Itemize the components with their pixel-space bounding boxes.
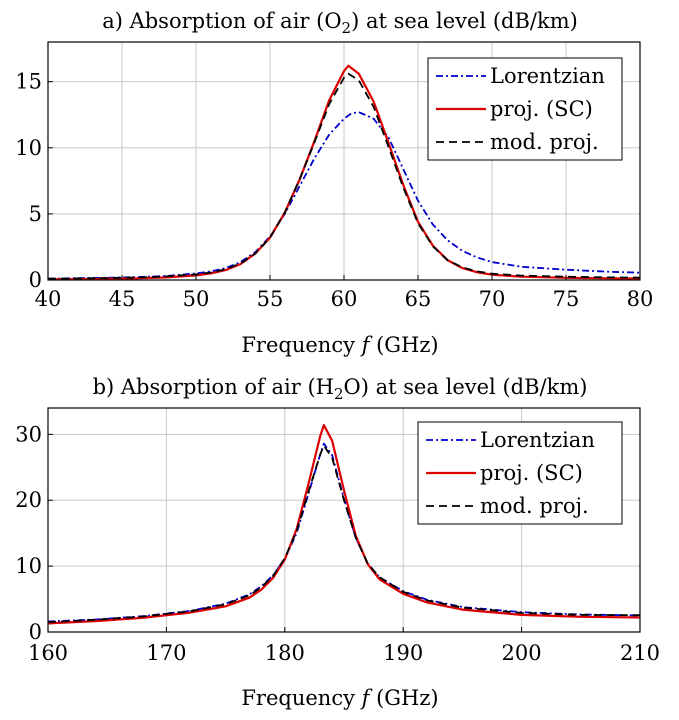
- series-line-mod-proj: [47, 72, 641, 280]
- y-tick-label: 20: [15, 488, 42, 512]
- chart-h2o-absorption: b) Absorption of air (H2O) at sea level …: [15, 375, 660, 710]
- series-line-proj-sc: [47, 424, 641, 625]
- plot-frame: [47, 407, 641, 633]
- chart-o2-absorption: a) Absorption of air (O2) at sea level (…: [15, 9, 653, 357]
- x-tick-label: 75: [553, 287, 580, 311]
- y-tick-label: 10: [15, 136, 42, 160]
- x-tick-label: 160: [28, 641, 68, 665]
- x-tick-label: 80: [627, 287, 654, 311]
- y-tick-label: 0: [29, 620, 42, 644]
- x-tick-label: 60: [331, 287, 358, 311]
- legend-label: mod. proj.: [490, 130, 599, 154]
- x-tick-label: 170: [146, 641, 186, 665]
- y-tick-label: 30: [15, 422, 42, 446]
- x-tick-label: 70: [479, 287, 506, 311]
- x-tick-label: 40: [35, 287, 62, 311]
- x-tick-label: 45: [109, 287, 136, 311]
- y-tick-label: 15: [15, 70, 42, 94]
- chart-title: b) Absorption of air (H2O) at sea level …: [93, 375, 588, 403]
- legend-label: mod. proj.: [480, 494, 589, 518]
- x-tick-label: 50: [183, 287, 210, 311]
- chart-title: a) Absorption of air (O2) at sea level (…: [102, 9, 578, 37]
- plot-area: [47, 424, 641, 625]
- legend-label: proj. (SC): [480, 461, 583, 485]
- legend-label: Lorentzian: [480, 428, 595, 452]
- y-tick-label: 10: [15, 554, 42, 578]
- y-tick-label: 0: [29, 268, 42, 292]
- x-tick-label: 180: [265, 641, 305, 665]
- x-axis-label: Frequency f (GHz): [241, 686, 438, 710]
- series-line-mod-proj: [47, 444, 641, 623]
- x-tick-label: 65: [405, 287, 432, 311]
- x-tick-label: 190: [383, 641, 423, 665]
- x-axis-label: Frequency f (GHz): [241, 333, 438, 357]
- x-tick-label: 200: [502, 641, 542, 665]
- legend: Lorentzian proj. (SC) mod. proj.: [427, 57, 623, 161]
- x-tick-label: 210: [620, 641, 660, 665]
- legend-label: proj. (SC): [490, 97, 593, 121]
- legend-label: Lorentzian: [490, 64, 605, 88]
- tick-labels: 160 170 180 190 200 210 0 10 20 30: [15, 422, 660, 665]
- legend: Lorentzian proj. (SC) mod. proj.: [417, 421, 623, 525]
- y-tick-label: 5: [29, 202, 42, 226]
- tick-labels: 40 45 50 55 60 65 70 75 80 0 5 10 15: [15, 70, 653, 311]
- x-tick-label: 55: [257, 287, 284, 311]
